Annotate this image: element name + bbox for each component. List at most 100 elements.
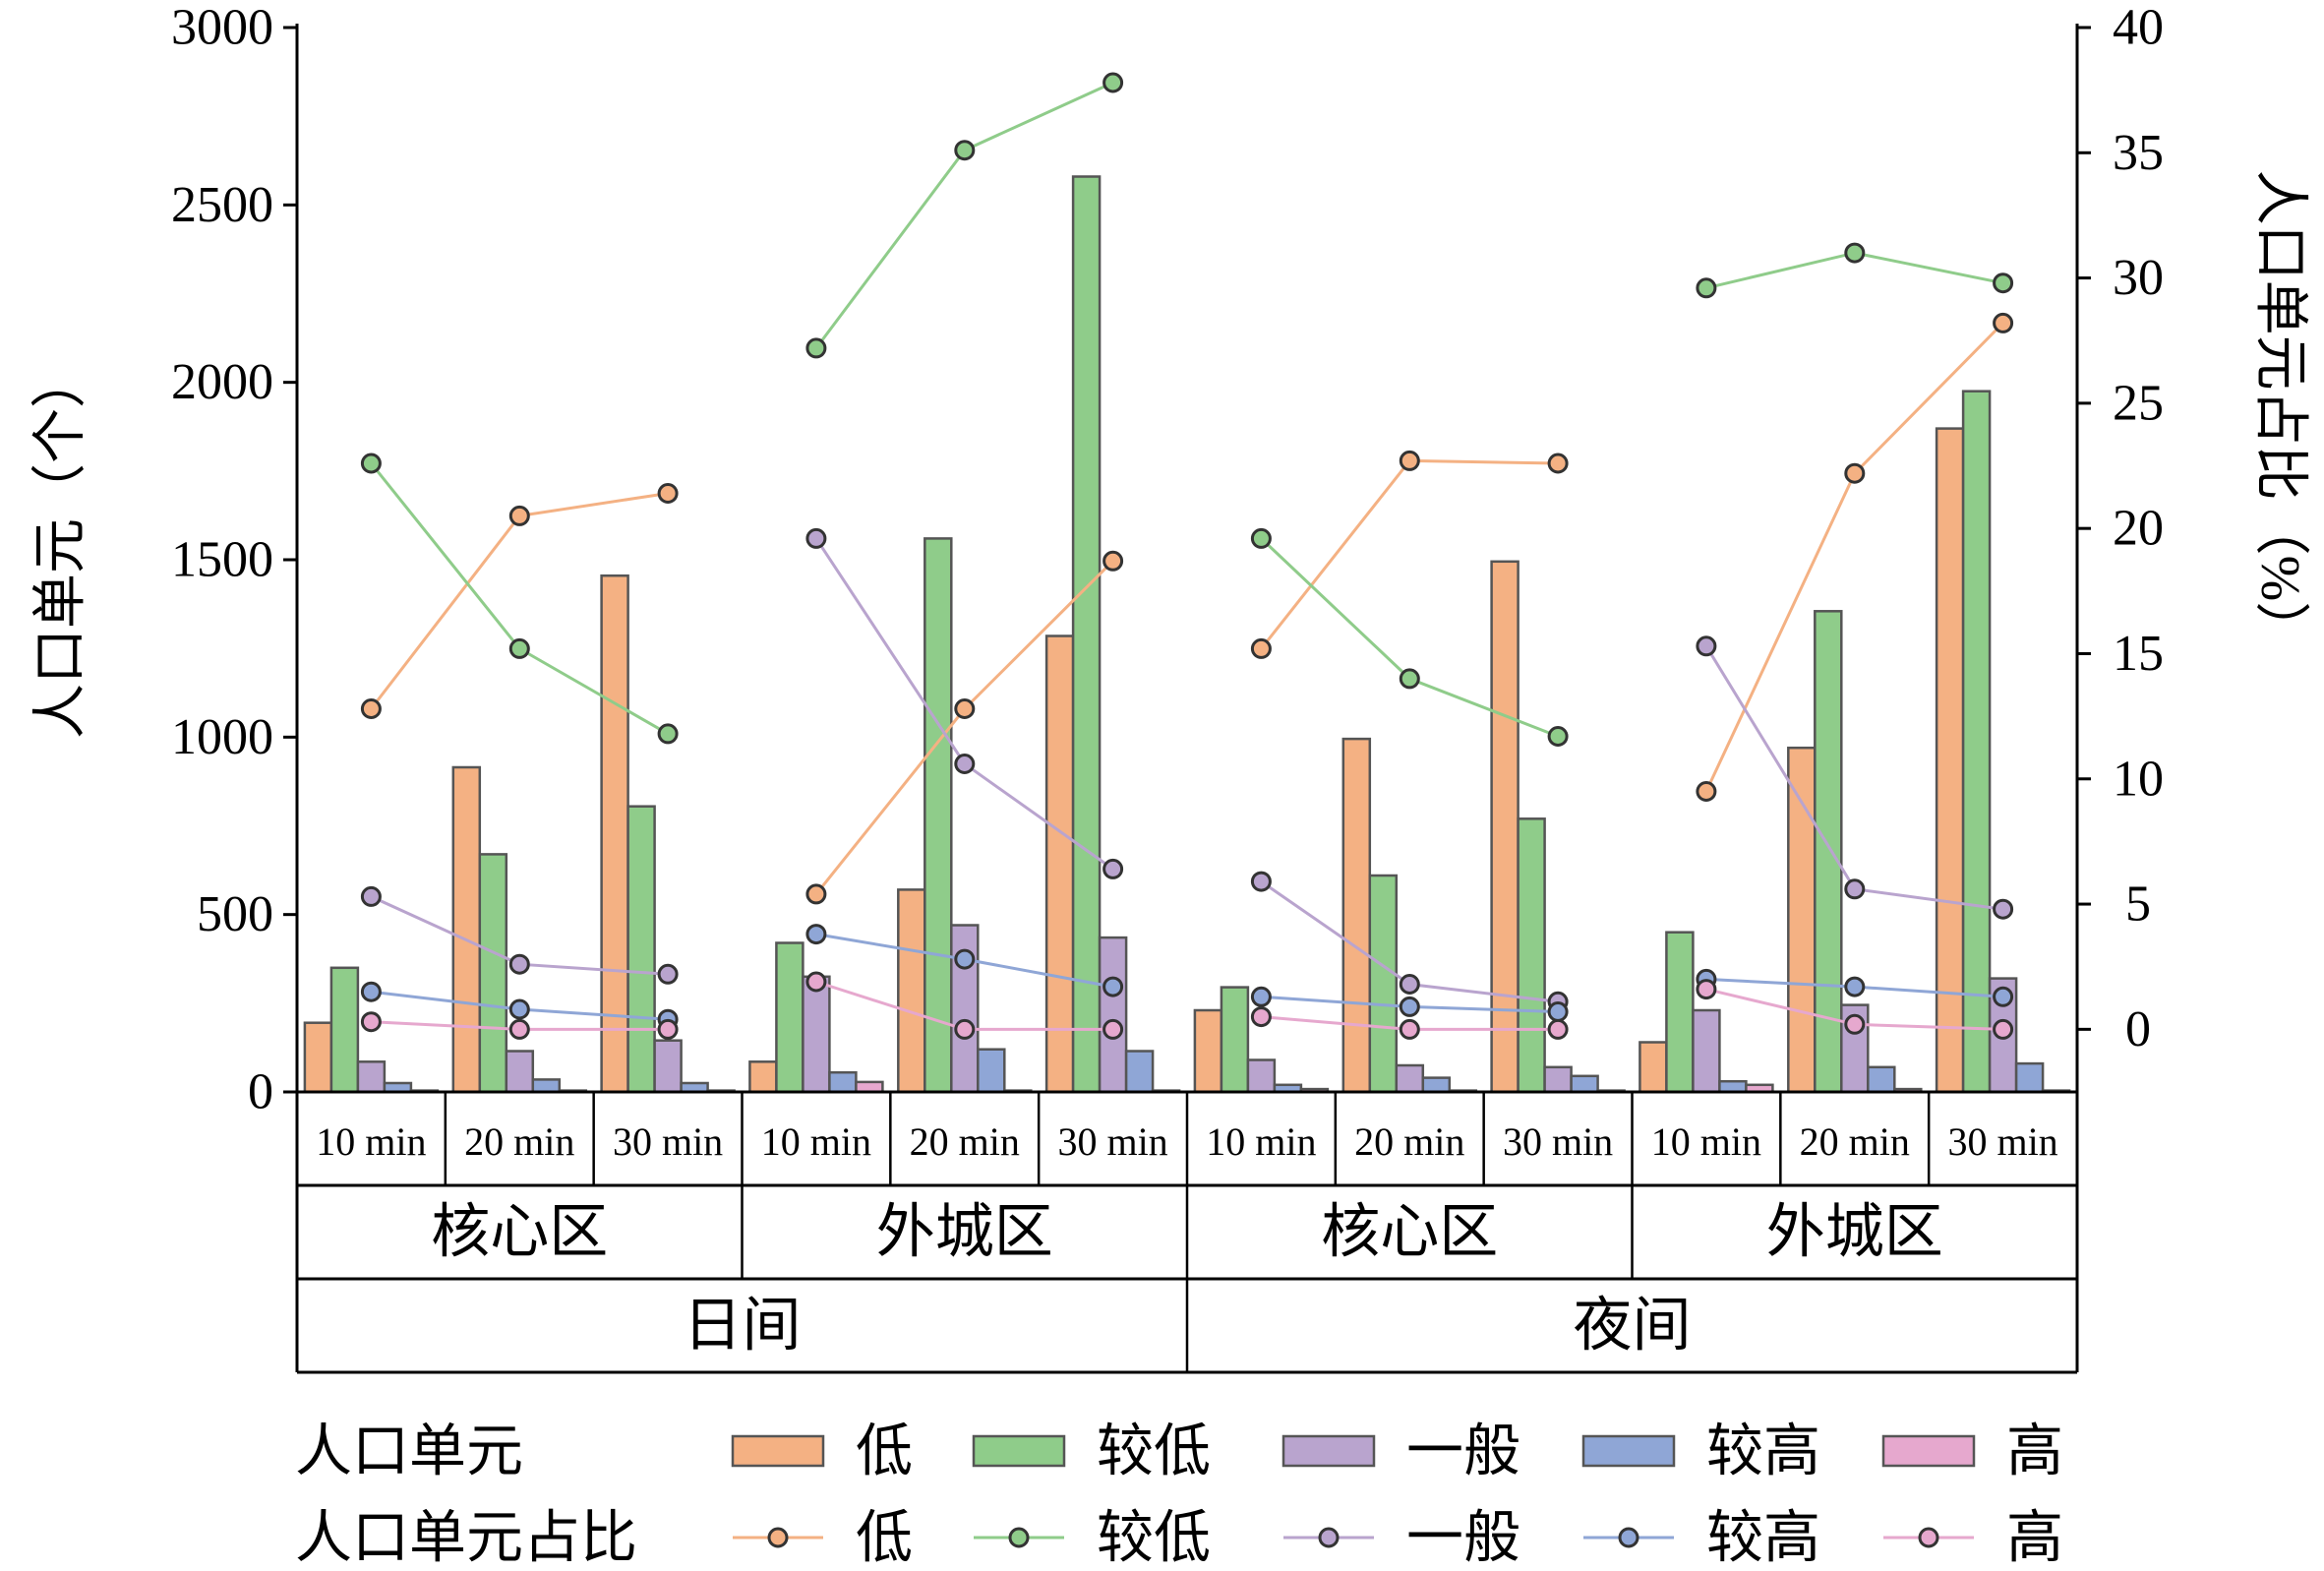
line-point xyxy=(1102,858,1124,879)
bar xyxy=(1421,1076,1452,1094)
category-label: 20 min xyxy=(1800,1119,1910,1164)
bar xyxy=(1071,175,1102,1094)
line-point xyxy=(954,948,976,970)
legend-line-label: 较高 xyxy=(1706,1506,1820,1570)
line-point xyxy=(1696,781,1717,802)
zone-label: 外城区 xyxy=(1766,1200,1943,1265)
legend-line-marker xyxy=(1618,1527,1639,1548)
bar xyxy=(1368,874,1399,1094)
right-tick-label: 40 xyxy=(2113,0,2164,56)
legend-bar-swatch xyxy=(1281,1434,1376,1468)
axes-layer: 0 500 1000 1500 2000 2500 3000 0 5 10 15 20 25 30 35 40 xyxy=(171,0,2164,1120)
time-label: 夜间 xyxy=(1574,1294,1692,1359)
category-label: 10 min xyxy=(761,1119,871,1164)
line-point xyxy=(1102,976,1124,997)
bar xyxy=(1124,1050,1155,1094)
legend-line-marker xyxy=(767,1527,789,1548)
line-point xyxy=(657,723,679,745)
line-point xyxy=(1844,1013,1866,1035)
line-point xyxy=(805,527,827,549)
zone-label: 核心区 xyxy=(431,1200,608,1265)
category-label: 30 min xyxy=(1057,1119,1167,1164)
bar xyxy=(1570,1074,1599,1094)
line-point xyxy=(1844,242,1866,264)
line-point xyxy=(1993,1018,2014,1040)
line-point xyxy=(1844,462,1866,484)
line-point xyxy=(657,1018,679,1040)
bar xyxy=(977,1048,1006,1094)
bar xyxy=(329,966,360,1094)
line-point xyxy=(508,998,530,1020)
line-point xyxy=(1993,898,2014,920)
bar xyxy=(1220,986,1250,1094)
line-point xyxy=(1696,635,1717,657)
left-tick-label: 1000 xyxy=(171,709,273,765)
left-tick-label: 2000 xyxy=(171,354,273,410)
category-label: 30 min xyxy=(613,1119,723,1164)
left-tick-label: 0 xyxy=(248,1064,273,1120)
bar xyxy=(897,888,926,1094)
right-tick-label: 15 xyxy=(2113,626,2164,682)
bar xyxy=(1543,1065,1573,1094)
line-point xyxy=(360,698,382,719)
line-point xyxy=(1399,450,1420,471)
legend-line-marker xyxy=(1318,1527,1340,1548)
legend-bar-label: 较低 xyxy=(1097,1420,1211,1483)
time-label: 日间 xyxy=(684,1294,802,1359)
line-point xyxy=(954,1018,976,1040)
bar xyxy=(1692,1008,1721,1094)
left-tick-label: 3000 xyxy=(171,0,273,56)
line-point xyxy=(508,953,530,975)
legend-line-label: 低 xyxy=(856,1506,913,1570)
category-label: 10 min xyxy=(1651,1119,1761,1164)
bar xyxy=(748,1060,778,1094)
bar xyxy=(1867,1065,1896,1094)
bar xyxy=(2014,1061,2045,1094)
line-point xyxy=(1696,979,1717,1000)
line-point xyxy=(1547,1001,1569,1022)
series-line xyxy=(814,81,1114,349)
line-point xyxy=(805,971,827,993)
legend-bar-swatch xyxy=(1881,1434,1976,1468)
line-point xyxy=(805,924,827,945)
bar xyxy=(802,975,831,1094)
line-point xyxy=(508,505,530,526)
bar xyxy=(505,1050,535,1094)
legend-line-label: 高 xyxy=(2006,1506,2063,1570)
line-point xyxy=(657,963,679,985)
category-label: 20 min xyxy=(910,1119,1020,1164)
line-point xyxy=(1399,1018,1420,1040)
right-tick-label: 0 xyxy=(2125,1001,2151,1057)
left-tick-label: 500 xyxy=(197,886,273,942)
category-table: 10 min 20 min 30 min 10 min 20 min 30 min 10 m… xyxy=(295,1090,2079,1374)
line-point xyxy=(1102,1018,1124,1040)
category-label: 20 min xyxy=(1354,1119,1464,1164)
category-label: 20 min xyxy=(464,1119,574,1164)
bar xyxy=(1517,817,1546,1094)
bar xyxy=(1961,390,1992,1094)
bar xyxy=(356,1060,387,1094)
bar xyxy=(855,1080,884,1094)
right-tick-label: 35 xyxy=(2113,125,2164,181)
legend-bar-swatch xyxy=(1581,1434,1676,1468)
legend-line-label: 较低 xyxy=(1097,1506,1211,1570)
line-point xyxy=(1844,976,1866,997)
left-axis-title: 人口单元（个） xyxy=(30,353,91,739)
line-point xyxy=(1250,871,1272,892)
bar xyxy=(626,805,656,1094)
line-point xyxy=(954,698,976,719)
bar xyxy=(924,537,953,1094)
left-tick-label: 2500 xyxy=(171,177,273,233)
line-point xyxy=(1993,986,2014,1007)
line-point xyxy=(1993,312,2014,333)
zone-label: 外城区 xyxy=(876,1200,1053,1265)
zone-label: 核心区 xyxy=(1321,1200,1498,1265)
bar xyxy=(1665,931,1695,1094)
legend-bar-label: 较高 xyxy=(1706,1420,1820,1483)
line-point xyxy=(954,140,976,161)
line-point xyxy=(1399,974,1420,995)
line-point xyxy=(1844,878,1866,900)
bar xyxy=(1395,1063,1425,1094)
bar xyxy=(1718,1079,1748,1094)
line-point xyxy=(508,637,530,659)
